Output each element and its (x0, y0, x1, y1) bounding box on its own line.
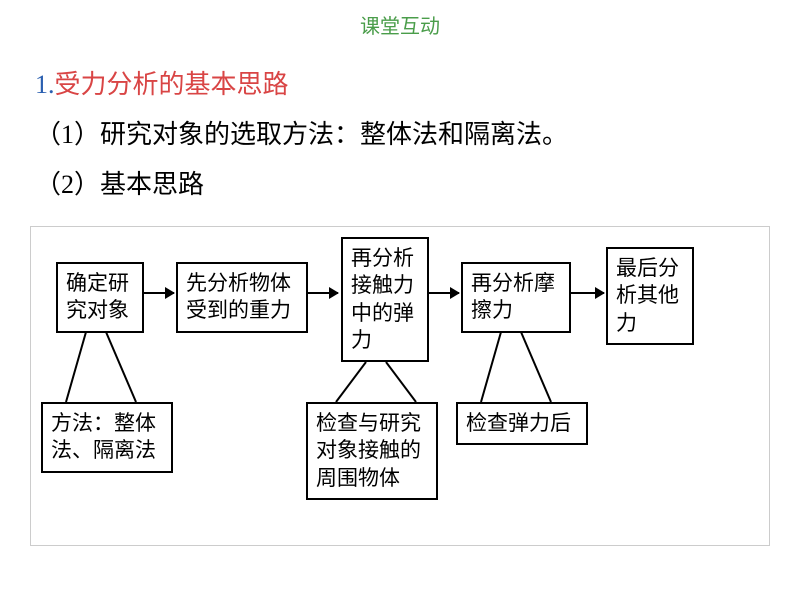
flow-box-1-text: 确定研 究对象 (66, 271, 129, 322)
section-title: 1.受力分析的基本思路 (0, 39, 800, 106)
flow-box-4-text: 再分析摩 擦力 (471, 271, 555, 322)
flow-box-2-text: 先分析物体 受到的重力 (186, 271, 291, 322)
arrow-2-3 (308, 292, 338, 294)
section-text: 受力分析的基本思路 (55, 70, 289, 99)
pointer-3 (476, 332, 556, 402)
note-box-1-text: 方法：整体 法、隔离法 (51, 411, 156, 462)
pointer-2 (331, 362, 421, 402)
note-box-3: 检查弹力后 (456, 402, 588, 445)
subsection-1: （1）研究对象的选取方法：整体法和隔离法。 (0, 106, 800, 156)
arrow-4-5 (571, 292, 604, 294)
note-box-2: 检查与研究 对象接触的 周围物体 (306, 402, 438, 500)
note-box-1: 方法：整体 法、隔离法 (41, 402, 173, 473)
flowchart: 确定研 究对象 先分析物体 受到的重力 再分析 接触力 中的弹 力 再分析摩 擦… (30, 226, 770, 546)
flow-box-1: 确定研 究对象 (56, 262, 144, 333)
flow-box-2: 先分析物体 受到的重力 (176, 262, 308, 333)
flow-box-5-text: 最后分 析其他 力 (616, 256, 679, 335)
flow-box-3-text: 再分析 接触力 中的弹 力 (351, 246, 414, 352)
section-number: 1. (35, 70, 55, 99)
subsection-2: （2）基本思路 (0, 156, 800, 206)
flow-box-4: 再分析摩 擦力 (461, 262, 571, 333)
header-text: 课堂互动 (360, 16, 440, 38)
arrow-1-2 (144, 292, 174, 294)
flow-box-5: 最后分 析其他 力 (606, 247, 694, 345)
note-box-3-text: 检查弹力后 (466, 411, 571, 435)
arrow-3-4 (429, 292, 459, 294)
pointer-1 (61, 332, 141, 402)
note-box-2-text: 检查与研究 对象接触的 周围物体 (316, 411, 421, 490)
flow-box-3: 再分析 接触力 中的弹 力 (341, 237, 429, 362)
page-header: 课堂互动 (0, 0, 800, 39)
